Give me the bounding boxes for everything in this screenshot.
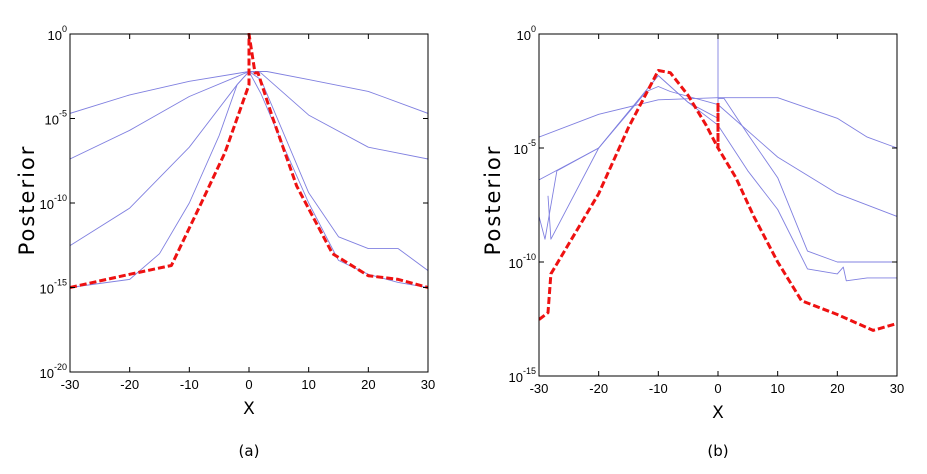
y-tick-label: 100 xyxy=(517,24,536,43)
x-tick-label: -10 xyxy=(649,381,668,396)
series-line-3 xyxy=(539,34,897,263)
y-tick-label: 10-10 xyxy=(509,252,536,271)
x-tick-label: 0 xyxy=(714,381,721,396)
y-tick-label: 10-5 xyxy=(514,138,536,157)
x-tick-label: -30 xyxy=(530,381,549,396)
x-tick-label: -30 xyxy=(61,377,80,392)
series-line-3 xyxy=(70,71,428,271)
series-group xyxy=(70,33,428,289)
x-tick-label: -20 xyxy=(589,381,608,396)
x-axis-label: X xyxy=(243,399,255,419)
x-tick-label: 20 xyxy=(361,377,375,392)
series-line-4 xyxy=(70,71,428,288)
y-axis-label: Posterior xyxy=(15,145,39,256)
x-tick-label: 20 xyxy=(830,381,844,396)
panel-a: -30 -20 -10 0 10 20 30 100 10-5 10-10 10-15 10-20 Po… xyxy=(15,24,435,460)
x-axis-label: X xyxy=(712,403,724,423)
x-tick-label: 0 xyxy=(245,377,252,392)
x-tick-label: 30 xyxy=(421,377,435,392)
x-tick-label: 10 xyxy=(770,381,784,396)
panel-caption: (b) xyxy=(707,442,728,460)
panel-b: -30 -20 -10 0 10 20 30 100 10-5 10-10 10-15 Posteri… xyxy=(481,24,904,460)
y-tick-label: 100 xyxy=(48,24,67,43)
series-line-1 xyxy=(70,71,428,114)
panel-caption: (a) xyxy=(239,442,260,460)
x-tick-label: -20 xyxy=(120,377,139,392)
series-line-map xyxy=(539,69,897,332)
series-line-1 xyxy=(539,97,897,149)
x-tick-label: 30 xyxy=(890,381,904,396)
series-line-map xyxy=(70,33,428,289)
y-tick-label: 10-15 xyxy=(509,366,536,385)
x-tick-label: -10 xyxy=(180,377,199,392)
series-line-4 xyxy=(547,75,897,282)
y-tick-label: 10-15 xyxy=(40,278,67,297)
y-tick-label: 10-20 xyxy=(40,362,67,381)
series-group xyxy=(539,34,897,332)
y-axis-label: Posterior xyxy=(481,145,505,256)
y-tick-label: 10-5 xyxy=(45,109,67,128)
x-tick-label: 10 xyxy=(301,377,315,392)
y-tick-label: 10-10 xyxy=(40,193,67,212)
